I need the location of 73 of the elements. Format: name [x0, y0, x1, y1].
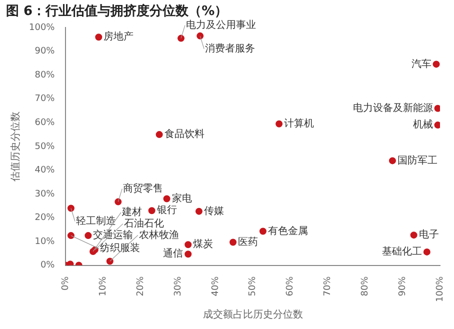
y-tick-label: 70% [34, 94, 56, 104]
annotation: 国防军工 [397, 154, 438, 166]
annotation: 轻工制造 [76, 214, 116, 227]
annotation: 农林牧渔 [138, 228, 179, 241]
point [184, 241, 192, 248]
point [230, 238, 237, 246]
y-tick-label: 10% [34, 236, 56, 247]
x-tick-label: 80% [360, 276, 370, 296]
y-tick-label: 80% [34, 70, 56, 80]
point [423, 248, 430, 256]
annotation: 医药 [238, 236, 258, 248]
point [67, 232, 74, 240]
point [184, 250, 192, 258]
x-axis-title: 成交额占比历史分位数 [202, 308, 303, 321]
point [106, 258, 114, 265]
y-axis-title: 估值历史分位数 [10, 111, 22, 182]
point [178, 34, 185, 42]
annotation: 家电 [172, 192, 192, 204]
x-tick-label: 30% [173, 276, 184, 296]
point [195, 208, 202, 215]
x-tick-label: 90% [398, 276, 408, 296]
point [434, 104, 440, 112]
x-tick-label: 40% [210, 276, 221, 296]
x-tick-label: 20% [136, 276, 146, 296]
y-tick-label: 90% [34, 46, 56, 57]
annotation: 食品饮料 [164, 128, 204, 140]
point [148, 207, 156, 214]
annotation: 有色金属 [268, 224, 308, 237]
annotation: 消费者服务 [205, 42, 256, 55]
point [95, 34, 102, 41]
point [432, 60, 440, 68]
x-tick-label: 50% [248, 276, 258, 296]
y-tick-label: 50% [34, 142, 56, 152]
annotation: 电子 [418, 228, 439, 241]
point [276, 120, 283, 128]
point [196, 32, 204, 40]
annotation: 基础化工 [382, 246, 422, 258]
annotation: 商贸零售 [123, 182, 164, 194]
x-tick-label: 100% [435, 276, 446, 302]
annotation: 建材 [121, 206, 142, 218]
y-tick-label: 20% [34, 213, 56, 224]
y-tick-label: 0% [40, 260, 56, 271]
chart-title: 图 6：行业估值与拥挤度分位数（%） [6, 3, 228, 20]
point [163, 195, 170, 202]
x-tick-label: 60% [286, 276, 296, 296]
annotation: 电力设备及新能源 [352, 102, 433, 114]
y-tick-label: 30% [34, 189, 56, 200]
x-tick-label: 70% [323, 276, 334, 296]
point [67, 204, 74, 212]
point [114, 198, 122, 206]
point [434, 122, 440, 129]
annotation: 通信 [163, 248, 184, 260]
point [388, 157, 396, 164]
point [259, 228, 266, 235]
point [156, 131, 163, 138]
x-tick-label: 10% [98, 276, 108, 296]
annotation: 银行 [156, 205, 177, 216]
y-tick-label: 60% [34, 118, 56, 128]
y-tick-label: 100% [28, 22, 56, 33]
annotation: 汽车 [411, 58, 432, 70]
annotation: 电力及公用事业 [186, 18, 256, 31]
annotation: 交通运输 [93, 229, 134, 242]
annotation: 机械 [412, 118, 433, 131]
y-tick-label: 40% [34, 166, 56, 176]
annotation: 传媒 [204, 206, 224, 217]
x-tick-label: 0% [61, 276, 72, 291]
annotation: 计算机 [284, 117, 314, 130]
annotation: 房地产 [104, 30, 134, 43]
annotation: 纺织服装 [100, 242, 140, 254]
annotation: 石油石化 [124, 217, 164, 230]
point [410, 232, 418, 239]
point [84, 232, 92, 240]
annotation: 煤炭 [193, 238, 214, 250]
